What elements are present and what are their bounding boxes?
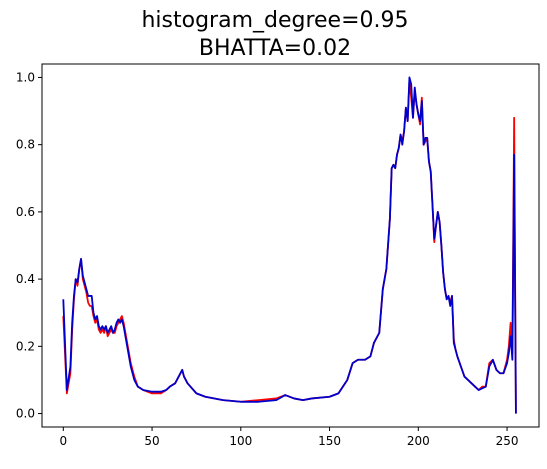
axis-ticks: 0 50 100 150 200 250 0.0 0.2 0.4 0.6 0.8 1.0 [16,70,519,448]
chart-title-line-2: BHATTA=0.02 [199,36,351,61]
y-tick-label: 0.0 [16,407,35,421]
plot-frame [41,63,540,428]
x-tick-label: 200 [407,434,430,448]
x-tick-label: 0 [59,434,67,448]
x-tick-label: 150 [318,434,341,448]
y-tick-label: 1.0 [16,70,35,84]
y-tick-label: 0.2 [16,339,35,353]
series-lines [62,76,517,414]
series-line-1 [62,79,517,414]
x-tick-label: 250 [496,434,519,448]
x-tick-label: 100 [229,434,252,448]
series-line-2 [62,76,517,414]
y-tick-label: 0.6 [16,205,35,219]
y-tick-label: 0.4 [16,272,35,286]
chart-title-line-1: histogram_degree=0.95 [141,8,408,33]
x-tick-label: 50 [144,434,159,448]
y-tick-label: 0.8 [16,138,35,152]
